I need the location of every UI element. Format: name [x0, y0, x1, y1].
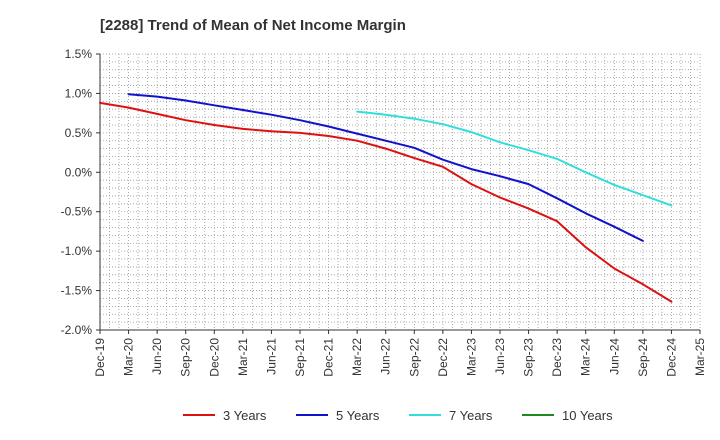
- x-tick-label: Jun-20: [150, 338, 164, 375]
- legend-label: 5 Years: [336, 408, 380, 423]
- x-tick-label: Dec-22: [436, 338, 450, 377]
- x-tick-label: Mar-22: [350, 338, 364, 376]
- x-tick-label: Jun-22: [379, 338, 393, 375]
- x-tick-label: Mar-21: [236, 338, 250, 376]
- y-tick-label: -1.5%: [61, 284, 93, 298]
- x-tick-label: Dec-20: [207, 338, 221, 377]
- x-tick-label: Dec-19: [93, 338, 107, 377]
- plot-area: 1.5%1.0%0.5%0.0%-0.5%-1.0%-1.5%-2.0%Dec-…: [61, 47, 707, 377]
- x-tick-label: Sep-21: [293, 338, 307, 377]
- series-line-3-years: [99, 101, 673, 303]
- x-tick-label: Mar-25: [693, 338, 707, 376]
- x-tick-label: Dec-24: [664, 338, 678, 377]
- y-tick-label: 1.0%: [65, 86, 93, 100]
- x-tick-label: Jun-24: [607, 338, 621, 375]
- y-tick-label: -1.0%: [61, 244, 93, 258]
- y-tick-label: 0.0%: [65, 165, 93, 179]
- y-tick-label: -2.0%: [61, 323, 93, 337]
- legend-label: 3 Years: [223, 408, 267, 423]
- x-tick-label: Dec-23: [550, 338, 564, 377]
- chart-title: [2288] Trend of Mean of Net Income Margi…: [100, 17, 406, 34]
- x-tick-label: Sep-23: [522, 338, 536, 377]
- x-tick-label: Mar-20: [122, 338, 136, 376]
- y-tick-label: 0.5%: [65, 126, 93, 140]
- series-line-7-years: [356, 110, 673, 207]
- x-tick-label: Sep-20: [179, 338, 193, 377]
- legend-label: 7 Years: [449, 408, 493, 423]
- x-tick-label: Jun-23: [493, 338, 507, 375]
- series-line-5-years: [127, 93, 644, 242]
- legend: 3 Years 5 Years 7 Years 10 Years: [183, 408, 613, 423]
- y-tick-label: 1.5%: [65, 47, 93, 61]
- x-tick-label: Mar-23: [464, 338, 478, 376]
- y-tick-label: -0.5%: [61, 205, 93, 219]
- legend-label: 10 Years: [562, 408, 613, 423]
- x-tick-label: Sep-22: [407, 338, 421, 377]
- x-tick-label: Sep-24: [636, 338, 650, 377]
- plot-background: [100, 54, 700, 330]
- x-tick-label: Jun-21: [264, 338, 278, 375]
- x-tick-label: Mar-24: [579, 338, 593, 376]
- x-tick-label: Dec-21: [322, 338, 336, 377]
